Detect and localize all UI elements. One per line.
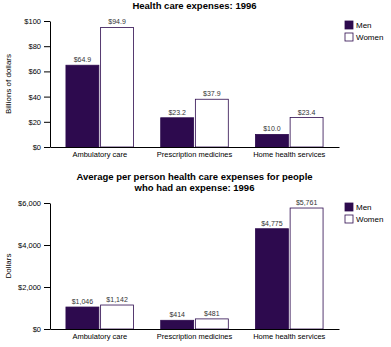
- x-axis-line: [51, 147, 340, 148]
- data-label: $481: [204, 310, 220, 317]
- y-tick: $20: [28, 118, 50, 127]
- legend-swatch: [345, 21, 353, 29]
- y-tick-mark: [44, 203, 50, 204]
- title: Health care expenses: 1996: [132, 0, 256, 11]
- y-tick-mark: [44, 71, 50, 72]
- x-tick-label: Prescription medicines: [157, 332, 233, 341]
- x-tick-label: Home health services: [253, 150, 325, 159]
- x-axis: Ambulatory care Prescription medicines Hom…: [51, 148, 340, 160]
- y-tick-mark: [44, 122, 50, 123]
- legend-item: Women: [345, 33, 383, 42]
- y-axis: $0 $20 $40 $60 $80 $100: [24, 17, 50, 152]
- y-axis-title: Dollars: [4, 254, 13, 279]
- bar: [66, 307, 99, 329]
- y-tick-mark: [44, 147, 50, 148]
- bar: [195, 99, 228, 147]
- y-tick-label: $2,000: [18, 283, 41, 292]
- y-axis-title: Billions of dollars: [4, 54, 13, 114]
- legend-item: Men: [345, 21, 372, 30]
- y-tick-label: $100: [24, 17, 41, 26]
- y-tick: $0: [33, 325, 50, 334]
- bar: [101, 27, 134, 147]
- bar: [290, 208, 323, 329]
- bar: [255, 134, 288, 147]
- y-axis: $0 $2,000 $4,000 $6,000: [18, 199, 50, 334]
- x-tick: Prescription medicines: [157, 332, 233, 341]
- subplot: $0 $20 $40 $60 $80 $100 Ambulatory care Prescri…: [4, 0, 383, 159]
- y-tick-mark: [44, 21, 50, 22]
- y-tick-label: $0: [33, 143, 41, 152]
- data-label: $10.0: [263, 125, 281, 132]
- y-tick-label: $60: [28, 67, 41, 76]
- y-tick-label: $6,000: [18, 199, 41, 208]
- subplot: $0 $2,000 $4,000 $6,000 Ambulatory care Presc…: [4, 171, 383, 341]
- data-labels: $1,046 $414 $4,775 $1,142 $481 $5,761: [72, 199, 318, 318]
- data-label: $5,761: [296, 199, 318, 206]
- legend: Men Women: [345, 21, 383, 42]
- legend-label: Women: [356, 33, 383, 42]
- x-tick-label: Home health services: [253, 332, 325, 341]
- legend-label: Men: [356, 203, 372, 212]
- bar: [195, 319, 228, 329]
- y-tick-mark: [44, 287, 50, 288]
- y-tick: $0: [33, 143, 50, 152]
- data-label: $64.9: [74, 56, 92, 63]
- bar: [101, 305, 134, 329]
- y-tick: $6,000: [18, 199, 50, 208]
- legend-item: Women: [345, 215, 383, 224]
- data-label: $37.9: [203, 90, 221, 97]
- y-tick: $40: [28, 93, 50, 102]
- x-tick-label: Ambulatory care: [72, 332, 127, 341]
- x-tick: Ambulatory care: [72, 332, 127, 341]
- x-tick: Home health services: [253, 332, 325, 341]
- data-label: $1,046: [72, 298, 94, 305]
- y-tick-mark: [44, 245, 50, 246]
- x-tick: Prescription medicines: [157, 150, 233, 159]
- title: Average per person health care expenses …: [76, 171, 312, 193]
- y-axis-line: [50, 22, 51, 148]
- data-label: $23.2: [168, 109, 186, 116]
- legend-label: Men: [356, 21, 372, 30]
- y-tick: $4,000: [18, 241, 50, 250]
- bar: [255, 229, 288, 329]
- bars: [66, 27, 323, 147]
- y-tick-mark: [44, 329, 50, 330]
- x-tick: Ambulatory care: [72, 150, 127, 159]
- y-tick-label: $4,000: [18, 241, 41, 250]
- legend-label: Women: [356, 215, 383, 224]
- legend-swatch: [345, 215, 353, 223]
- data-label: $23.4: [298, 109, 316, 116]
- legend-swatch: [345, 33, 353, 41]
- x-tick-label: Prescription medicines: [157, 150, 233, 159]
- legend-item: Men: [345, 203, 372, 212]
- x-tick: Home health services: [253, 150, 325, 159]
- bar: [66, 65, 99, 147]
- data-label: $414: [169, 311, 185, 318]
- x-axis-line: [51, 329, 340, 330]
- y-tick: $100: [24, 17, 50, 26]
- y-axis-line: [50, 204, 51, 330]
- bars: [66, 208, 323, 329]
- y-tick-label: $20: [28, 118, 41, 127]
- y-tick-mark: [44, 97, 50, 98]
- chart-root: $0 $20 $40 $60 $80 $100 Ambulatory care Prescri…: [0, 0, 391, 347]
- y-tick-label: $0: [33, 325, 41, 334]
- data-labels: $64.9 $23.2 $10.0 $94.9 $37.9 $23.4: [74, 18, 316, 132]
- y-tick: $80: [28, 42, 50, 51]
- bar: [161, 118, 194, 147]
- y-tick-label: $40: [28, 93, 41, 102]
- legend: Men Women: [345, 203, 383, 224]
- bar: [161, 320, 194, 329]
- y-tick-label: $80: [28, 42, 41, 51]
- data-label: $1,142: [106, 296, 128, 303]
- data-label: $94.9: [108, 18, 126, 25]
- y-tick: $60: [28, 67, 50, 76]
- y-tick-mark: [44, 46, 50, 47]
- bar: [290, 118, 323, 147]
- x-tick-label: Ambulatory care: [72, 150, 127, 159]
- y-tick: $2,000: [18, 283, 50, 292]
- x-axis: Ambulatory care Prescription medicines Hom…: [51, 330, 340, 342]
- legend-swatch: [345, 203, 353, 211]
- data-label: $4,775: [261, 220, 283, 227]
